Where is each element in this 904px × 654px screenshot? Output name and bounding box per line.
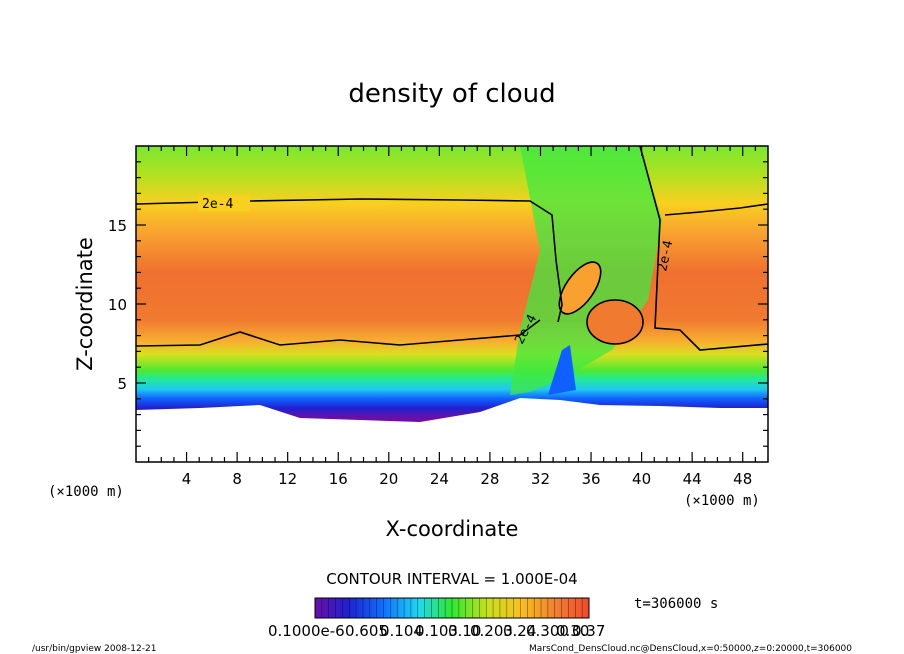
x-tick-label: 32 xyxy=(531,470,550,488)
y-tick-label: 15 xyxy=(108,217,127,235)
x-tick-label: 12 xyxy=(278,470,297,488)
contour-lower xyxy=(136,319,541,347)
x-tick-label: 44 xyxy=(683,470,702,488)
contour-right xyxy=(639,146,768,351)
colorbar-label-4: 0.10 xyxy=(448,622,481,640)
colorbar-label-1: 0.605 xyxy=(345,622,388,640)
x-tick-label: 8 xyxy=(232,470,242,488)
contour-label-bg-1 xyxy=(198,195,250,211)
time-label: t=306000 s xyxy=(634,596,718,612)
x-tick-label: 48 xyxy=(733,470,752,488)
colorbar-ticks xyxy=(321,598,583,618)
plot-area: 2e-4 2e-4 2e-4 xyxy=(136,146,768,462)
x-tick-label: 20 xyxy=(379,470,398,488)
x-tick-label: 40 xyxy=(632,470,651,488)
blue-spike xyxy=(548,345,576,395)
x-tick-label: 4 xyxy=(182,470,192,488)
x-unit-label: (×1000 m) xyxy=(684,493,760,509)
orange-island-2 xyxy=(587,300,643,344)
contour-top-right xyxy=(664,203,768,216)
x-axis: 4 8 12 16 20 24 28 32 36 40 44 48 xyxy=(148,146,756,488)
orange-island-1 xyxy=(559,262,601,314)
contour-label-3: 2e-4 xyxy=(655,239,676,273)
contour-interval: CONTOUR INTERVAL = 1.000E-04 xyxy=(326,570,577,588)
colorbar-labels: 0.1000e-60.6050.1040.1030.100.2030.240.3… xyxy=(268,622,605,640)
y-unit-label: (×1000 m) xyxy=(48,484,124,500)
contour-island-2 xyxy=(586,299,644,345)
colorbar-label-5: 0.203 xyxy=(470,622,513,640)
y-axis: 5 10 15 xyxy=(108,161,768,447)
y-tick-label: 5 xyxy=(117,375,127,393)
footer-left: /usr/bin/gpview 2008-12-21 xyxy=(32,644,156,654)
footer-right: MarsCond_DensCloud.nc@DensCloud,x=0:5000… xyxy=(529,644,852,654)
x-tick-label: 24 xyxy=(430,470,449,488)
colorbar-label-6: 0.24 xyxy=(503,622,536,640)
colorbar-label-0: 0.1000e-6 xyxy=(268,622,345,640)
colorbar-label-9: 0.37 xyxy=(572,622,605,640)
contour-label-1: 2e-4 xyxy=(202,197,233,212)
contour-island-1 xyxy=(558,261,602,315)
y-axis-title: Z-coordinate xyxy=(73,237,97,371)
colorbar-label-2: 0.104 xyxy=(380,622,423,640)
y-tick-label: 10 xyxy=(108,296,127,314)
x-axis-title: X-coordinate xyxy=(386,517,519,541)
colorbar-label-3: 0.103 xyxy=(415,622,458,640)
contour-upper xyxy=(136,198,563,323)
chart-title: density of cloud xyxy=(348,79,555,109)
colorbar-label-7: 0.300 xyxy=(526,622,569,640)
x-tick-label: 16 xyxy=(329,470,348,488)
colorbar-label-8: 0.30 xyxy=(556,622,589,640)
x-tick-label: 36 xyxy=(581,470,600,488)
empty-region xyxy=(136,398,768,462)
x-tick-label: 28 xyxy=(480,470,499,488)
